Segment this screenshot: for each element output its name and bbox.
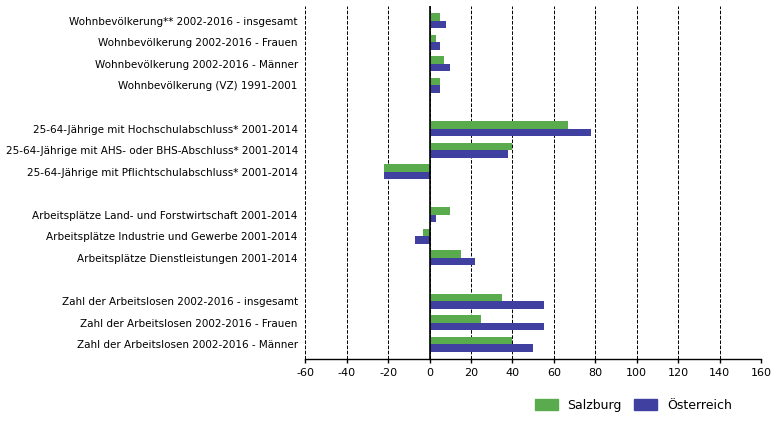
Bar: [430, 142, 513, 150]
Bar: [430, 64, 451, 71]
Bar: [430, 323, 544, 330]
Bar: [430, 251, 461, 258]
Bar: [430, 315, 482, 323]
Bar: [430, 293, 502, 301]
Legend: Salzburg, Österreich: Salzburg, Österreich: [530, 394, 737, 417]
Bar: [430, 150, 508, 158]
Bar: [430, 337, 513, 344]
Bar: [430, 121, 569, 129]
Bar: [430, 344, 533, 352]
Bar: [415, 236, 430, 244]
Bar: [423, 229, 430, 236]
Bar: [430, 85, 440, 93]
Bar: [430, 215, 436, 222]
Bar: [430, 56, 444, 64]
Bar: [384, 164, 430, 171]
Bar: [430, 34, 436, 42]
Bar: [430, 129, 591, 136]
Bar: [430, 21, 446, 28]
Bar: [430, 78, 440, 85]
Bar: [430, 42, 440, 50]
Bar: [430, 301, 544, 309]
Bar: [430, 258, 476, 266]
Bar: [384, 171, 430, 179]
Bar: [430, 207, 451, 215]
Bar: [430, 13, 440, 21]
